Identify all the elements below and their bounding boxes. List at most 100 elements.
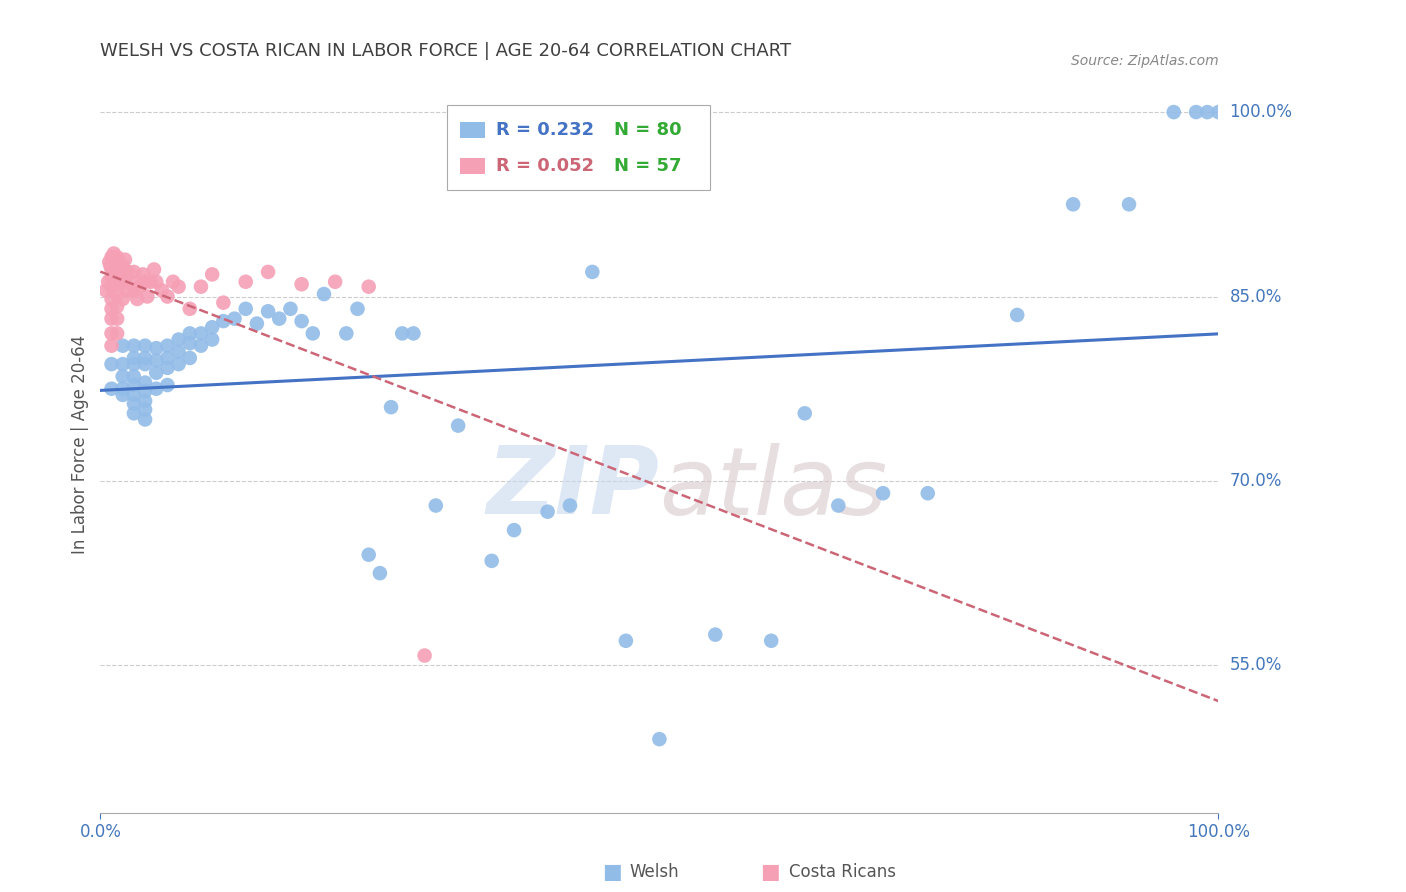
Point [100,311,122,326]
Point [312,287,335,301]
Point [1005,308,1028,322]
Text: 70.0%: 70.0% [1230,472,1282,490]
Point [167,357,190,371]
Point [156,378,179,392]
Point [134,351,156,365]
Point [380,400,402,414]
Point [793,406,815,420]
Point [179,326,201,341]
Point [145,366,167,380]
Point [335,326,357,341]
Text: Source: ZipAtlas.com: Source: ZipAtlas.com [1071,54,1219,68]
Point [179,301,201,316]
Text: Costa Ricans: Costa Ricans [789,863,896,881]
Point [105,311,128,326]
Point [413,648,436,663]
Point [323,275,346,289]
Point [139,275,162,289]
Point [1197,105,1219,120]
Point [122,369,145,384]
Point [128,279,150,293]
Point [179,351,201,365]
Point [111,259,134,273]
Point [100,382,122,396]
Point [94,284,117,298]
Point [114,271,136,285]
Point [127,292,149,306]
Point [122,378,145,392]
Point [179,336,201,351]
Point [134,384,156,399]
Point [108,255,131,269]
Point [111,369,134,384]
Point [201,268,224,282]
Point [122,351,145,365]
Point [122,339,145,353]
Text: R = 0.052: R = 0.052 [496,157,595,175]
Point [291,277,314,292]
Point [100,301,122,316]
Point [100,262,122,277]
Point [100,339,122,353]
Point [827,499,849,513]
Point [357,279,380,293]
Point [156,360,179,375]
Point [122,396,145,410]
Point [425,499,447,513]
Point [132,268,155,282]
Point [301,326,323,341]
Point [111,339,134,353]
Y-axis label: In Labor Force | Age 20-64: In Labor Force | Age 20-64 [72,334,89,554]
Point [97,275,120,289]
Text: R = 0.232: R = 0.232 [496,121,595,139]
Point [111,388,134,402]
Point [481,554,503,568]
Point [105,277,128,292]
Point [402,326,425,341]
Point [100,279,122,293]
Point [1163,105,1185,120]
Point [246,317,269,331]
Text: ■: ■ [602,863,621,882]
Point [111,382,134,396]
Point [156,351,179,365]
Point [704,627,727,641]
Point [224,311,246,326]
Point [235,301,257,316]
Bar [460,122,485,138]
Point [269,311,291,326]
Point [1185,105,1208,120]
Point [114,252,136,267]
Point [105,299,128,313]
Point [98,255,121,269]
Text: N = 57: N = 57 [613,157,681,175]
Point [134,275,156,289]
Text: ZIP: ZIP [486,442,659,534]
Point [100,326,122,341]
Point [134,339,156,353]
Text: 85.0%: 85.0% [1230,287,1282,306]
Point [162,275,184,289]
Point [917,486,939,500]
Point [648,732,671,747]
Point [257,265,280,279]
Point [105,265,128,279]
Point [105,250,128,264]
Point [117,284,139,298]
Point [167,279,190,293]
Point [111,275,134,289]
Point [134,402,156,417]
Point [145,353,167,368]
Point [503,523,526,537]
Point [134,394,156,409]
Point [212,314,235,328]
Point [122,265,145,279]
Point [872,486,894,500]
Point [134,357,156,371]
Text: N = 80: N = 80 [613,121,681,139]
Point [143,262,166,277]
Text: 55.0%: 55.0% [1230,657,1282,674]
Point [100,259,122,273]
Point [368,566,391,581]
Point [581,265,603,279]
